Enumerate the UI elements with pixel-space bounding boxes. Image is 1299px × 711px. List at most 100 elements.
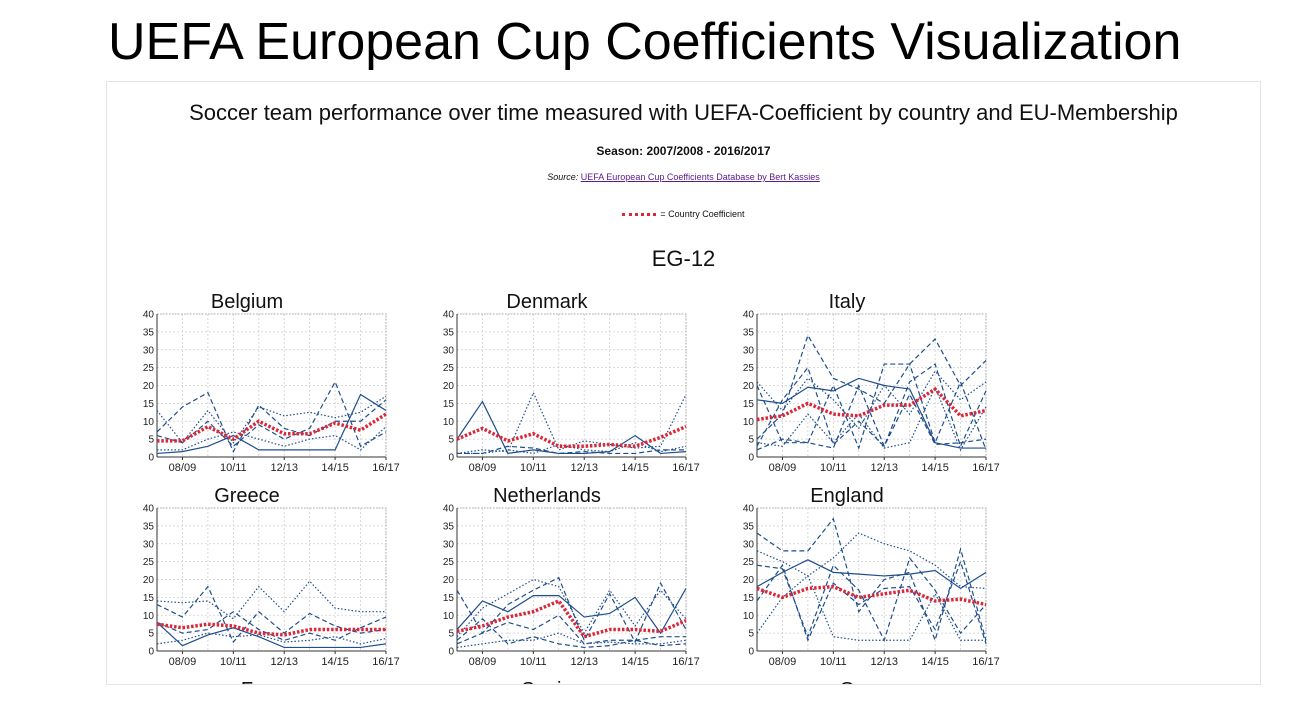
x-tick-label: 08/09 — [169, 462, 197, 474]
x-tick-label: 08/09 — [469, 462, 497, 474]
page-title: UEFA European Cup Coefficients Visualiza… — [108, 13, 1182, 71]
y-tick-label: 5 — [148, 435, 154, 446]
y-tick-label: 35 — [743, 521, 755, 532]
legend: = Country Coefficient — [107, 209, 1260, 219]
x-tick-label: 14/15 — [621, 462, 649, 474]
y-tick-label: 5 — [448, 629, 454, 640]
series-line-england-1 — [756, 559, 987, 590]
x-tick-label: 16/17 — [372, 656, 400, 668]
plot-frame — [456, 313, 687, 458]
y-tick-label: 0 — [748, 453, 754, 464]
x-tick-label: 16/17 — [672, 656, 700, 668]
y-tick-label: 15 — [743, 593, 755, 604]
y-tick-label: 30 — [143, 539, 155, 550]
y-tick-label: 30 — [143, 345, 155, 356]
country-coefficient-line-denmark — [456, 424, 687, 449]
series-line-greece-2 — [156, 580, 386, 620]
chart-title-denmark: Denmark — [506, 291, 588, 313]
plot-frame — [156, 507, 387, 652]
y-tick-label: 15 — [143, 399, 155, 410]
y-tick-label: 10 — [443, 417, 455, 428]
x-tick-label: 10/11 — [820, 656, 847, 668]
series-line-belgium-1 — [156, 393, 387, 455]
y-tick-label: 0 — [448, 453, 454, 464]
chart-belgium: Belgium 0 5 10 15 20 25 30 35 40 08/09 10/11 12/13 14… — [143, 291, 400, 474]
country-coefficient-line-belgium — [157, 412, 387, 443]
y-tick-label: 35 — [143, 327, 155, 338]
chart-panel: Soccer team performance over time measur… — [106, 81, 1261, 685]
x-tick-label: 10/11 — [220, 656, 247, 668]
y-tick-label: 20 — [743, 575, 755, 586]
x-tick-label: 16/17 — [372, 462, 400, 474]
season-label: Season: 2007/2008 - 2016/2017 — [596, 144, 771, 158]
x-tick-label: 10/11 — [820, 462, 847, 474]
chart-title-g: G — [839, 679, 855, 684]
y-tick-label: 40 — [143, 310, 155, 321]
small-multiples-svg: Belgium 0 5 10 15 20 25 30 35 40 08/09 10/11 12/13 14… — [143, 291, 1000, 684]
chart-england: England 0 5 10 15 20 25 30 35 40 08/09 10/11 12/13 14… — [743, 485, 1000, 668]
series-line-england-6 — [756, 559, 987, 645]
y-tick-label: 20 — [743, 381, 755, 392]
series-line-belgium-5 — [157, 426, 387, 451]
y-tick-label: 35 — [143, 521, 155, 532]
y-tick-label: 20 — [143, 575, 155, 586]
y-tick-label: 25 — [443, 557, 455, 568]
series-line-netherlands-2 — [456, 576, 687, 644]
source-label: Source: — [547, 172, 579, 182]
y-tick-label: 35 — [743, 327, 755, 338]
y-tick-label: 5 — [448, 435, 454, 446]
y-tick-label: 25 — [743, 557, 755, 568]
y-tick-label: 25 — [143, 557, 155, 568]
source-link[interactable]: UEFA European Cup Coefficients Database … — [580, 172, 820, 182]
y-tick-label: 40 — [743, 310, 755, 321]
legend-country-line-swatch — [622, 213, 657, 217]
series-line-netherlands-1 — [456, 588, 687, 635]
y-tick-label: 25 — [743, 363, 755, 374]
y-tick-label: 40 — [443, 504, 455, 515]
series-line-italy-3 — [756, 370, 987, 430]
y-tick-label: 30 — [443, 539, 455, 550]
x-tick-label: 14/15 — [621, 656, 649, 668]
legend-label: = Country Coefficient — [660, 209, 745, 219]
chart-spain: Spain — [521, 679, 572, 684]
source-line: Source: UEFA European Cup Coefficients D… — [107, 172, 1260, 182]
country-coefficient-line-england — [756, 584, 987, 607]
y-tick-label: 40 — [443, 310, 455, 321]
x-tick-label: 16/17 — [972, 462, 1000, 474]
series-line-england-4 — [756, 556, 987, 642]
chart-subtitle: Soccer team performance over time measur… — [189, 100, 1178, 125]
group-title: EG-12 — [651, 246, 716, 271]
y-tick-label: 15 — [443, 593, 455, 604]
series-line-denmark-2 — [456, 391, 687, 455]
chart-title-spain: Spain — [521, 679, 572, 684]
chart-title-england: England — [810, 485, 883, 507]
series-line-england-3 — [756, 532, 987, 590]
series-line-greece-3 — [156, 585, 387, 644]
x-tick-label: 08/09 — [769, 656, 797, 668]
y-tick-label: 20 — [443, 381, 455, 392]
chart-title-f: F — [241, 679, 253, 684]
chart-title-italy: Italy — [829, 291, 866, 313]
x-tick-label: 10/11 — [520, 462, 547, 474]
x-tick-label: 08/09 — [169, 656, 197, 668]
y-tick-label: 15 — [743, 399, 755, 410]
series-line-italy-1 — [756, 377, 986, 449]
x-tick-label: 08/09 — [769, 462, 797, 474]
series-line-italy-4 — [756, 383, 987, 451]
y-tick-label: 5 — [748, 435, 754, 446]
series-line-italy-5 — [756, 363, 987, 451]
series-line-england-2 — [756, 517, 987, 643]
x-tick-label: 14/15 — [921, 462, 949, 474]
x-tick-label: 16/17 — [672, 462, 700, 474]
x-tick-label: 10/11 — [520, 656, 547, 668]
y-tick-label: 30 — [743, 539, 755, 550]
y-tick-label: 35 — [443, 521, 455, 532]
country-coefficient-line-greece — [156, 622, 386, 637]
series-line-netherlands-5 — [456, 632, 687, 649]
series-line-netherlands-6 — [456, 618, 687, 649]
y-tick-label: 35 — [443, 327, 455, 338]
series-line-belgium-2 — [156, 391, 387, 454]
y-tick-label: 0 — [748, 647, 754, 658]
x-tick-label: 10/11 — [220, 462, 247, 474]
series-line-netherlands-4 — [456, 614, 686, 645]
